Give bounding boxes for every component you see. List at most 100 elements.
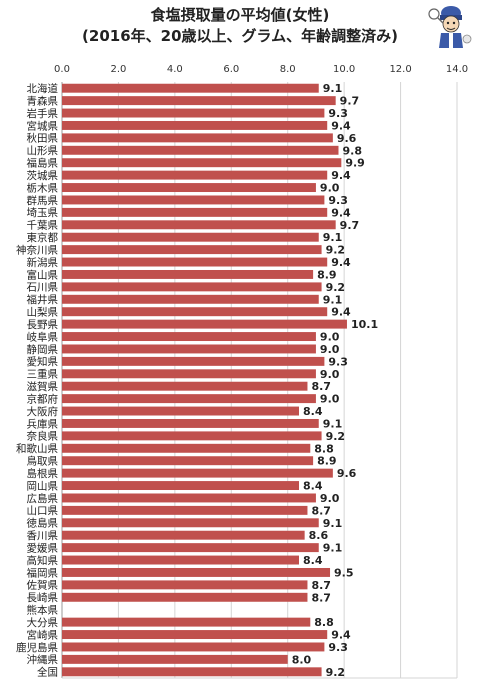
data-label: 8.4 bbox=[303, 554, 323, 567]
category-label: 埼玉県 bbox=[27, 206, 59, 219]
bar bbox=[62, 667, 322, 677]
data-label: 10.1 bbox=[351, 318, 378, 331]
bar bbox=[62, 468, 333, 478]
category-label: 山口県 bbox=[27, 505, 59, 517]
data-label: 8.0 bbox=[292, 653, 312, 666]
category-label: 島根県 bbox=[27, 467, 59, 480]
bar bbox=[62, 381, 308, 391]
bar bbox=[62, 170, 328, 180]
data-label: 9.2 bbox=[326, 666, 346, 679]
bar bbox=[62, 344, 316, 354]
data-label: 8.9 bbox=[317, 455, 337, 468]
data-label: 8.8 bbox=[314, 442, 334, 455]
x-tick-label: 0.0 bbox=[54, 64, 70, 75]
bar bbox=[62, 356, 325, 366]
data-label: 8.6 bbox=[309, 529, 329, 542]
x-tick-label: 2.0 bbox=[110, 64, 126, 75]
bar bbox=[62, 257, 328, 267]
category-label: 香川県 bbox=[27, 530, 59, 542]
bar bbox=[62, 642, 325, 652]
x-tick-label: 6.0 bbox=[223, 64, 239, 75]
data-label: 8.4 bbox=[303, 405, 323, 418]
data-label: 9.4 bbox=[331, 256, 351, 269]
bar bbox=[62, 530, 305, 540]
data-label: 9.2 bbox=[326, 281, 346, 294]
data-label: 9.4 bbox=[331, 169, 351, 182]
bar bbox=[62, 617, 311, 627]
bar bbox=[62, 120, 328, 130]
bar bbox=[62, 592, 308, 602]
category-label: 茨城県 bbox=[27, 169, 59, 182]
bar bbox=[62, 183, 316, 193]
category-label: 全国 bbox=[37, 666, 58, 679]
category-label: 青森県 bbox=[27, 94, 59, 107]
x-tick-label: 10.0 bbox=[333, 64, 355, 75]
category-label: 福岡県 bbox=[27, 566, 59, 579]
data-label: 9.2 bbox=[326, 430, 346, 443]
data-label: 8.7 bbox=[311, 579, 331, 592]
data-label: 9.6 bbox=[337, 467, 357, 480]
bar bbox=[62, 369, 316, 379]
bar bbox=[62, 481, 299, 491]
category-label: 富山県 bbox=[27, 268, 59, 281]
category-label: 神奈川県 bbox=[16, 243, 58, 256]
bar bbox=[62, 307, 328, 317]
category-label: 滋賀県 bbox=[27, 380, 59, 393]
data-label: 9.0 bbox=[320, 393, 340, 406]
category-label: 秋田県 bbox=[27, 132, 59, 145]
data-label: 8.8 bbox=[314, 616, 334, 629]
category-label: 岐阜県 bbox=[27, 330, 59, 343]
chart-title: 食塩摂取量の平均値(女性) bbox=[150, 6, 330, 24]
data-label: 9.7 bbox=[340, 95, 360, 108]
bar bbox=[62, 518, 319, 528]
category-label: 石川県 bbox=[27, 282, 59, 294]
bar bbox=[62, 456, 314, 466]
bar bbox=[62, 443, 311, 453]
data-label: 8.4 bbox=[303, 480, 323, 493]
data-label: 9.0 bbox=[320, 492, 340, 505]
bar bbox=[62, 269, 314, 279]
data-label: 9.0 bbox=[320, 343, 340, 356]
category-label: 高知県 bbox=[27, 554, 59, 567]
bar bbox=[62, 493, 316, 503]
bar bbox=[62, 96, 336, 106]
bar bbox=[62, 195, 325, 205]
category-label: 栃木県 bbox=[27, 181, 59, 194]
category-label: 奈良県 bbox=[27, 430, 59, 443]
data-label: 9.6 bbox=[337, 132, 357, 145]
data-label: 9.9 bbox=[345, 157, 365, 170]
x-tick-label: 8.0 bbox=[280, 64, 296, 75]
data-label: 8.7 bbox=[311, 504, 331, 517]
x-tick-label: 12.0 bbox=[389, 64, 411, 75]
category-label: 鳥取県 bbox=[27, 455, 59, 468]
category-label: 愛媛県 bbox=[27, 541, 59, 554]
category-label: 宮崎県 bbox=[27, 628, 59, 641]
bar bbox=[62, 406, 299, 416]
bar bbox=[62, 431, 322, 441]
category-label: 新潟県 bbox=[27, 256, 59, 269]
bar bbox=[62, 220, 336, 230]
category-label: 熊本県 bbox=[27, 604, 59, 617]
category-label: 福井県 bbox=[27, 293, 59, 306]
category-label: 徳島県 bbox=[27, 517, 59, 530]
category-label: 長野県 bbox=[27, 319, 59, 331]
data-label: 9.7 bbox=[340, 219, 360, 232]
data-label: 9.3 bbox=[328, 107, 348, 120]
data-label: 9.1 bbox=[323, 417, 343, 430]
chart-subtitle: (2016年、20歳以上、グラム、年齢調整済み) bbox=[82, 27, 398, 45]
bar bbox=[62, 332, 316, 342]
data-label: 9.2 bbox=[326, 244, 346, 257]
data-label: 9.1 bbox=[323, 517, 343, 530]
data-label: 9.4 bbox=[331, 306, 351, 319]
bar bbox=[62, 294, 319, 304]
data-label: 9.4 bbox=[331, 206, 351, 219]
data-label: 8.7 bbox=[311, 380, 331, 393]
category-label: 兵庫県 bbox=[27, 417, 59, 430]
bar bbox=[62, 108, 325, 118]
data-label: 9.0 bbox=[320, 331, 340, 344]
category-label: 宮城県 bbox=[27, 119, 59, 132]
x-tick-label: 4.0 bbox=[167, 64, 183, 75]
data-label: 9.1 bbox=[323, 82, 343, 95]
bar bbox=[62, 232, 319, 242]
